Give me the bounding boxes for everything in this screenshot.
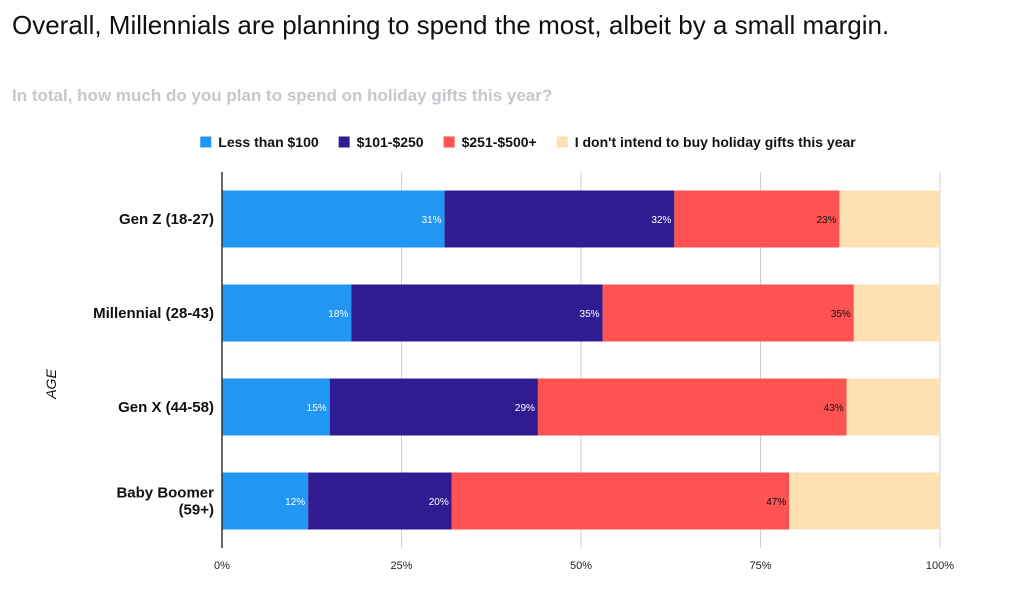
bar-i-don-t-intend-to-buy-holiday-gifts-this-year-baby-boomer-59 (789, 472, 940, 530)
data-label: 35% (580, 309, 600, 320)
data-label: 18% (328, 309, 348, 320)
x-tick-label: 75% (749, 560, 771, 572)
category-label: Gen X (44-58) (118, 399, 214, 416)
bar-101-250-baby-boomer-59 (308, 472, 452, 530)
legend-label: I don't intend to buy holiday gifts this… (575, 134, 857, 150)
bar-i-don-t-intend-to-buy-holiday-gifts-this-year-gen-z-18-27 (839, 190, 940, 248)
data-label: 43% (824, 403, 844, 414)
legend-label: $101-$250 (357, 134, 424, 150)
data-label: 12% (285, 497, 305, 508)
legend: Less than $100 $101-$250 $251-$500+ I don't… (200, 134, 856, 150)
legend-swatch (556, 136, 568, 148)
bar-less-than-100-gen-z-18-27 (222, 190, 445, 248)
bar-101-250-gen-x-44-58 (329, 378, 538, 436)
chart-title: In total, how much do you plan to spend … (12, 86, 553, 105)
bar-251-500-millennial-28-43 (602, 284, 854, 342)
legend-label: Less than $100 (218, 134, 319, 150)
data-label: 15% (307, 403, 327, 414)
y-axis-label: AGE (43, 369, 59, 400)
category-label: Baby Boomer (116, 485, 214, 502)
bar-i-don-t-intend-to-buy-holiday-gifts-this-year-millennial-28-43 (853, 284, 940, 342)
bar-101-250-gen-z-18-27 (444, 190, 675, 248)
data-label: 23% (816, 215, 836, 226)
legend-swatch (338, 136, 350, 148)
x-tick-label: 25% (390, 560, 412, 572)
bar-less-than-100-gen-x-44-58 (222, 378, 330, 436)
x-tick-label: 50% (570, 560, 592, 572)
data-label: 32% (651, 215, 671, 226)
legend-swatch (443, 136, 455, 148)
bar-251-500-gen-z-18-27 (674, 190, 840, 248)
x-axis: 0% 25% 50% 75% 100% (214, 172, 954, 572)
data-label: 29% (515, 403, 535, 414)
legend-item-251-500: $251-$500+ (443, 134, 537, 150)
data-label: 31% (422, 215, 442, 226)
headline: Overall, Millennials are planning to spe… (12, 10, 890, 40)
category-label: (59+) (179, 502, 214, 519)
x-tick-label: 0% (214, 560, 230, 572)
bar-251-500-baby-boomer-59 (451, 472, 790, 530)
category-label: Gen Z (18-27) (119, 211, 214, 228)
data-label: 47% (766, 497, 786, 508)
legend-label: $251-$500+ (462, 134, 537, 150)
bar-251-500-gen-x-44-58 (537, 378, 847, 436)
bar-101-250-millennial-28-43 (351, 284, 603, 342)
category-labels: Gen Z (18-27) Millennial (28-43) Gen X (44… (93, 211, 214, 519)
x-tick-label: 100% (926, 560, 954, 572)
bar-i-don-t-intend-to-buy-holiday-gifts-this-year-gen-x-44-58 (846, 378, 940, 436)
legend-item-i-don-t-intend-to-buy-holiday-gifts-this-year: I don't intend to buy holiday gifts this… (556, 134, 857, 150)
data-label: 20% (429, 497, 449, 508)
legend-swatch (200, 136, 212, 148)
bars: 31% 32% 23% 18% 35% 35% 15% 29% 43% 12% 20% 47% (222, 190, 940, 530)
category-label: Millennial (28-43) (93, 305, 214, 322)
bar-less-than-100-baby-boomer-59 (222, 472, 309, 530)
legend-item-101-250: $101-$250 (338, 134, 424, 150)
bar-less-than-100-millennial-28-43 (222, 284, 352, 342)
legend-item-less-than-100: Less than $100 (200, 134, 319, 150)
data-label: 35% (831, 309, 851, 320)
